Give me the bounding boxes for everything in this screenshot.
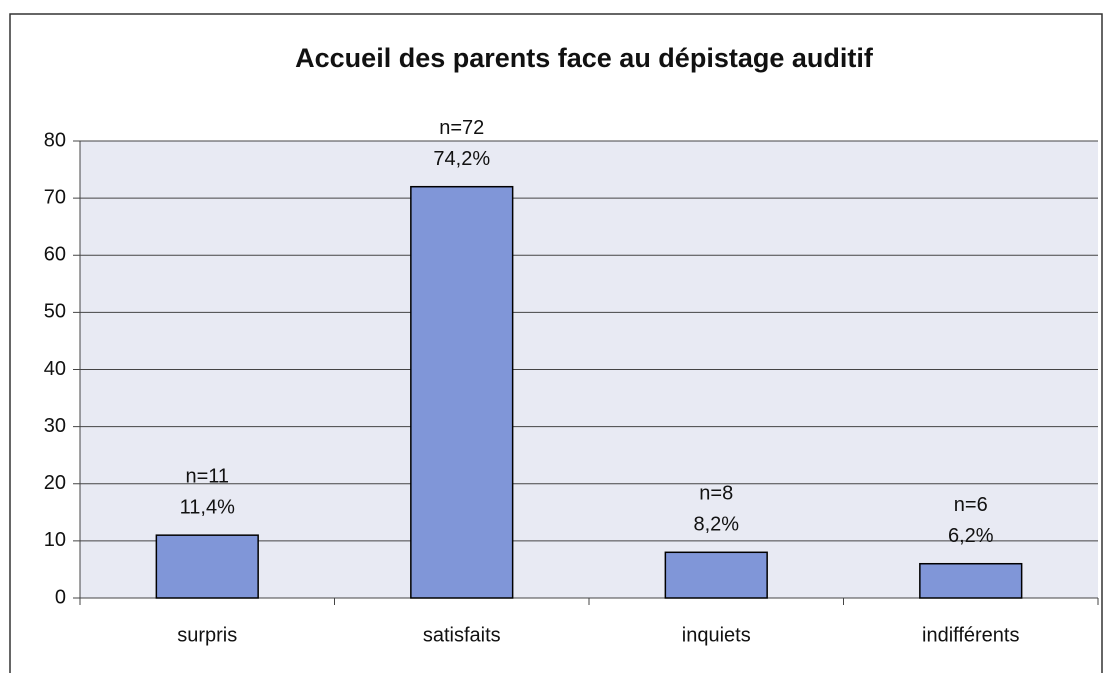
y-tick-label: 80 — [44, 129, 66, 151]
bar — [410, 185, 514, 599]
y-tick-label: 60 — [44, 244, 66, 266]
y-tick-label: 50 — [44, 301, 66, 323]
share-label: 74,2% — [433, 148, 490, 170]
bar — [664, 551, 768, 599]
y-tick-label: 10 — [44, 529, 66, 551]
value-label: n=11 — [185, 465, 229, 487]
y-tick-label: 0 — [55, 586, 66, 608]
share-label: 6,2% — [948, 525, 994, 547]
share-label: 8,2% — [693, 514, 739, 536]
y-tick-label: 20 — [44, 472, 66, 494]
y-tick-label: 70 — [44, 186, 66, 208]
value-label: n=6 — [954, 494, 988, 516]
x-tick-label: inquiets — [682, 624, 751, 646]
x-tick-label: surpris — [177, 624, 237, 646]
bar — [919, 562, 1023, 599]
y-tick-label: 40 — [44, 358, 66, 380]
y-tick-label: 30 — [44, 415, 66, 437]
x-tick-label: indifférents — [922, 624, 1019, 646]
value-label: n=8 — [699, 483, 733, 505]
bar — [155, 534, 259, 599]
x-tick-label: satisfaits — [423, 624, 501, 646]
value-label: n=72 — [439, 117, 484, 139]
share-label: 11,4% — [180, 496, 235, 518]
chart-title: Accueil des parents face au dépistage au… — [295, 43, 874, 73]
